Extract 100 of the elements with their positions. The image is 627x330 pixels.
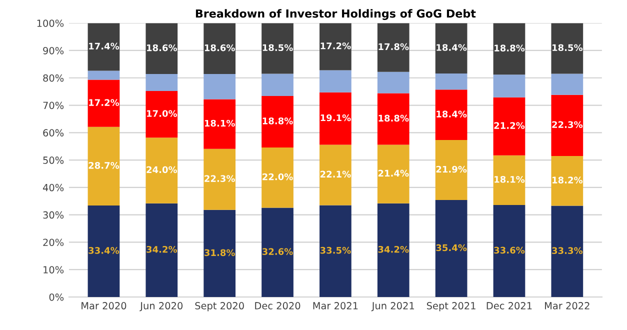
x-tick-label: Dec 2021 xyxy=(486,302,532,310)
bar xyxy=(146,138,178,204)
data-label: 18.8% xyxy=(494,44,525,52)
data-label: 33.5% xyxy=(320,246,351,254)
bar xyxy=(146,74,178,92)
bar xyxy=(493,204,526,297)
data-label: 24.0% xyxy=(146,166,178,174)
bar xyxy=(88,80,120,127)
x-tick-label: Sept 2021 xyxy=(426,302,476,312)
data-label: 18.4% xyxy=(436,110,467,118)
data-label: 33.3% xyxy=(552,247,583,254)
data-label: 33.4% xyxy=(88,247,120,254)
bar xyxy=(435,200,468,297)
bar xyxy=(88,23,120,71)
bar xyxy=(435,90,468,140)
bar xyxy=(435,74,468,90)
data-label: 33.6% xyxy=(494,246,525,254)
y-tick-label: 70% xyxy=(43,102,64,110)
x-tick-label: Jun 2021 xyxy=(371,302,414,312)
y-tick-label: 10% xyxy=(44,266,64,274)
y-tick-label: 40% xyxy=(42,184,64,192)
data-label: 19.1% xyxy=(320,114,351,122)
bar xyxy=(493,74,526,98)
data-label: 18.6% xyxy=(147,44,178,52)
data-label: 17.4% xyxy=(89,42,120,50)
data-label: 35.4% xyxy=(436,244,467,252)
data-label: 18.1% xyxy=(494,176,525,183)
bar xyxy=(320,144,352,206)
data-label: 22.1% xyxy=(320,170,351,178)
chart-title: Breakdown of Investor Holdings of GoG Debt xyxy=(196,9,476,20)
x-tick-label: Mar 2021 xyxy=(313,302,358,310)
data-label: 34.2% xyxy=(146,246,178,253)
bar xyxy=(204,74,236,100)
data-label: 31.8% xyxy=(204,249,235,256)
data-label: 18.2% xyxy=(552,176,583,184)
data-label: 22.3% xyxy=(204,175,235,182)
bar xyxy=(551,206,584,297)
bar xyxy=(262,23,294,74)
bar xyxy=(551,74,584,95)
bar xyxy=(88,206,120,297)
data-label: 22.3% xyxy=(552,121,583,128)
bar xyxy=(320,92,352,145)
data-label: 17.2% xyxy=(89,99,120,106)
bar xyxy=(262,96,294,148)
bar xyxy=(377,72,410,94)
data-label: 22.0% xyxy=(262,173,293,180)
bar xyxy=(262,208,294,297)
y-tick-label: 80% xyxy=(43,74,64,82)
y-tick-label: 50% xyxy=(43,156,64,164)
data-label: 32.6% xyxy=(262,248,293,255)
x-tick-label: Dec 2020 xyxy=(255,302,300,310)
y-tick-label: 60% xyxy=(43,129,64,136)
bar xyxy=(262,74,294,96)
bar xyxy=(204,210,236,297)
x-tick-label: Sept 2020 xyxy=(195,302,244,312)
bar xyxy=(320,70,352,92)
data-label: 28.7% xyxy=(88,162,120,169)
bar xyxy=(204,23,236,74)
data-label: 17.2% xyxy=(320,42,351,50)
y-tick-label: 20% xyxy=(43,238,64,246)
bar xyxy=(551,156,584,206)
data-label: 18.6% xyxy=(204,44,235,52)
data-label: 18.5% xyxy=(552,44,583,52)
data-label: 21.2% xyxy=(494,122,525,129)
bar xyxy=(493,23,526,75)
bar xyxy=(377,144,410,204)
bar xyxy=(320,205,352,297)
data-label: 18.8% xyxy=(378,114,409,122)
x-tick-label: Mar 2020 xyxy=(82,302,126,310)
bar xyxy=(320,23,352,70)
y-tick-label: 30% xyxy=(43,211,64,219)
data-label: 18.1% xyxy=(204,120,235,127)
bar xyxy=(204,99,236,149)
bar xyxy=(377,203,410,297)
data-label: 21.9% xyxy=(436,166,467,173)
data-label: 17.8% xyxy=(378,43,409,50)
bar xyxy=(146,23,178,74)
data-label: 18.5% xyxy=(262,44,293,52)
bar xyxy=(551,94,584,156)
bar xyxy=(551,23,584,74)
x-tick-label: Jun 2020 xyxy=(140,302,183,312)
bar xyxy=(262,147,294,208)
bar xyxy=(88,70,120,80)
bar xyxy=(204,148,236,210)
data-label: 17.0% xyxy=(147,110,178,117)
y-tick-label: 0% xyxy=(49,293,64,301)
y-tick-label: 100% xyxy=(37,20,64,27)
bar xyxy=(435,140,468,200)
bar xyxy=(493,155,526,205)
bar xyxy=(377,23,410,72)
bar xyxy=(146,91,178,138)
bar xyxy=(377,93,410,145)
y-tick-label: 90% xyxy=(43,46,64,54)
bar xyxy=(88,126,120,206)
data-label: 34.2% xyxy=(378,246,409,253)
x-tick-label: Mar 2022 xyxy=(545,302,590,310)
data-label: 18.4% xyxy=(436,44,467,51)
data-label: 18.8% xyxy=(262,117,293,124)
bar xyxy=(435,23,468,74)
bar xyxy=(493,97,526,156)
